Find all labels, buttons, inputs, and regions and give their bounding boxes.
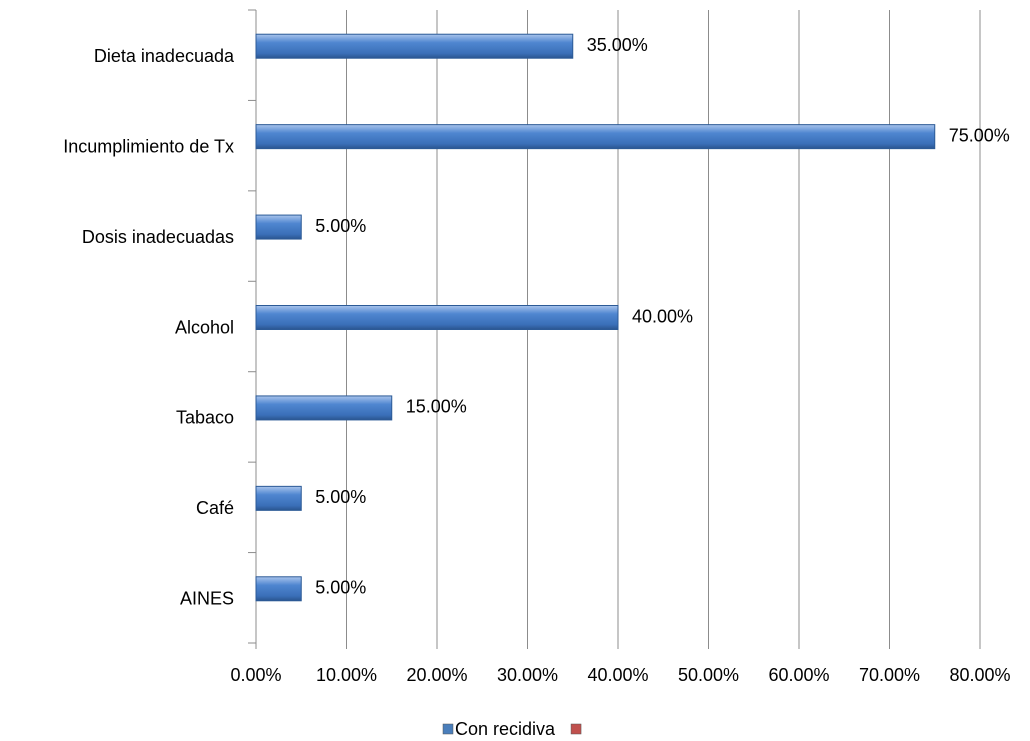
data-label: 5.00%	[315, 216, 366, 236]
bar	[255, 395, 393, 421]
data-label: 15.00%	[406, 397, 467, 417]
x-tick-label: 70.00%	[859, 665, 920, 685]
x-tick-label: 60.00%	[768, 665, 829, 685]
bar	[255, 485, 302, 511]
bar	[255, 124, 936, 150]
data-label: 40.00%	[632, 306, 693, 326]
y-tick-label: Alcohol	[175, 317, 234, 337]
bar	[255, 214, 302, 240]
y-tick-label: AINES	[180, 589, 234, 609]
x-tick-label: 80.00%	[949, 665, 1010, 685]
bar	[255, 576, 302, 602]
data-label: 5.00%	[315, 487, 366, 507]
y-tick-label: Incumplimiento de Tx	[63, 136, 234, 156]
bar	[255, 305, 619, 330]
x-tick-label: 30.00%	[497, 665, 558, 685]
y-tick-label: Dieta inadecuada	[94, 46, 235, 66]
y-tick-label: Tabaco	[176, 408, 234, 428]
data-label: 75.00%	[949, 125, 1010, 145]
x-tick-label: 10.00%	[316, 665, 377, 685]
y-tick-label: Dosis inadecuadas	[82, 227, 234, 247]
x-tick-label: 40.00%	[587, 665, 648, 685]
legend-swatch	[442, 723, 454, 735]
y-tick-label: Café	[196, 498, 234, 518]
x-tick-label: 20.00%	[406, 665, 467, 685]
x-tick-label: 0.00%	[230, 665, 281, 685]
data-label: 35.00%	[587, 35, 648, 55]
data-label: 5.00%	[315, 578, 366, 598]
legend-swatch	[570, 723, 582, 735]
bar	[255, 33, 574, 59]
legend-label: Con recidiva	[455, 719, 556, 739]
x-tick-label: 50.00%	[678, 665, 739, 685]
